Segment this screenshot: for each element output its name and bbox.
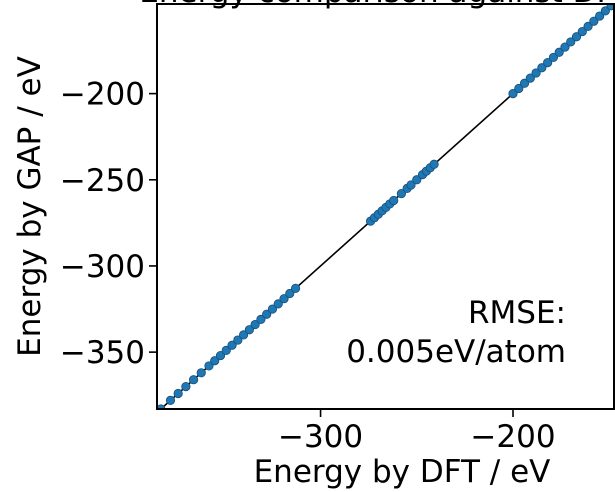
data-point (554, 47, 564, 57)
data-point (560, 42, 570, 52)
data-point (548, 52, 559, 63)
chart-title: Energy comparison against DFT (139, 0, 615, 10)
x-tick-label: −300 (278, 419, 363, 455)
data-point (250, 319, 260, 330)
axes-frame (156, 3, 615, 410)
data-point (429, 159, 439, 169)
x-axis-label: Energy by DFT / eV (254, 454, 551, 490)
axis-ticks: −300 −200 −200 −250 −300 −350 (60, 77, 556, 455)
data-point (233, 335, 243, 345)
data-point (600, 6, 610, 16)
y-axis-label: Energy by GAP / eV (12, 56, 48, 357)
data-point (412, 175, 422, 185)
data-point (525, 73, 535, 83)
data-point (165, 395, 176, 405)
data-point (508, 89, 518, 99)
data-point (577, 26, 587, 37)
data-point (514, 83, 524, 94)
rmse-label: RMSE: (468, 295, 566, 331)
data-point (583, 21, 593, 32)
y-tick-label: −200 (60, 77, 145, 113)
data-point (290, 283, 301, 293)
data-point (285, 288, 295, 299)
data-point (606, 4, 615, 11)
data-point (210, 356, 220, 366)
data-point (279, 294, 289, 304)
y-tick-label: −350 (60, 335, 145, 371)
y-tick-label: −250 (60, 163, 145, 199)
rmse-value: 0.005eV/atom (346, 334, 566, 370)
data-point (589, 16, 599, 26)
data-point (519, 78, 530, 88)
data-point (238, 330, 249, 340)
data-point (595, 11, 605, 21)
data-point (571, 32, 582, 42)
data-point (215, 350, 226, 361)
data-points (157, 4, 615, 409)
data-point (244, 325, 254, 335)
data-point (396, 188, 406, 199)
data-point (173, 388, 183, 399)
data-point (227, 340, 237, 350)
data-point (267, 304, 278, 314)
data-point (196, 368, 206, 378)
data-point (221, 345, 231, 356)
x-tick-label: −200 (470, 419, 555, 455)
data-point (389, 195, 399, 206)
y-tick-label: −300 (60, 249, 145, 285)
data-point (256, 314, 266, 324)
data-point (188, 375, 199, 385)
data-point (262, 309, 272, 319)
data-point (406, 180, 416, 190)
data-point (181, 381, 191, 392)
data-point (204, 361, 214, 371)
data-point (566, 37, 576, 47)
data-point (531, 68, 541, 78)
data-point (273, 299, 283, 309)
data-point (543, 57, 553, 68)
data-point (537, 63, 547, 73)
